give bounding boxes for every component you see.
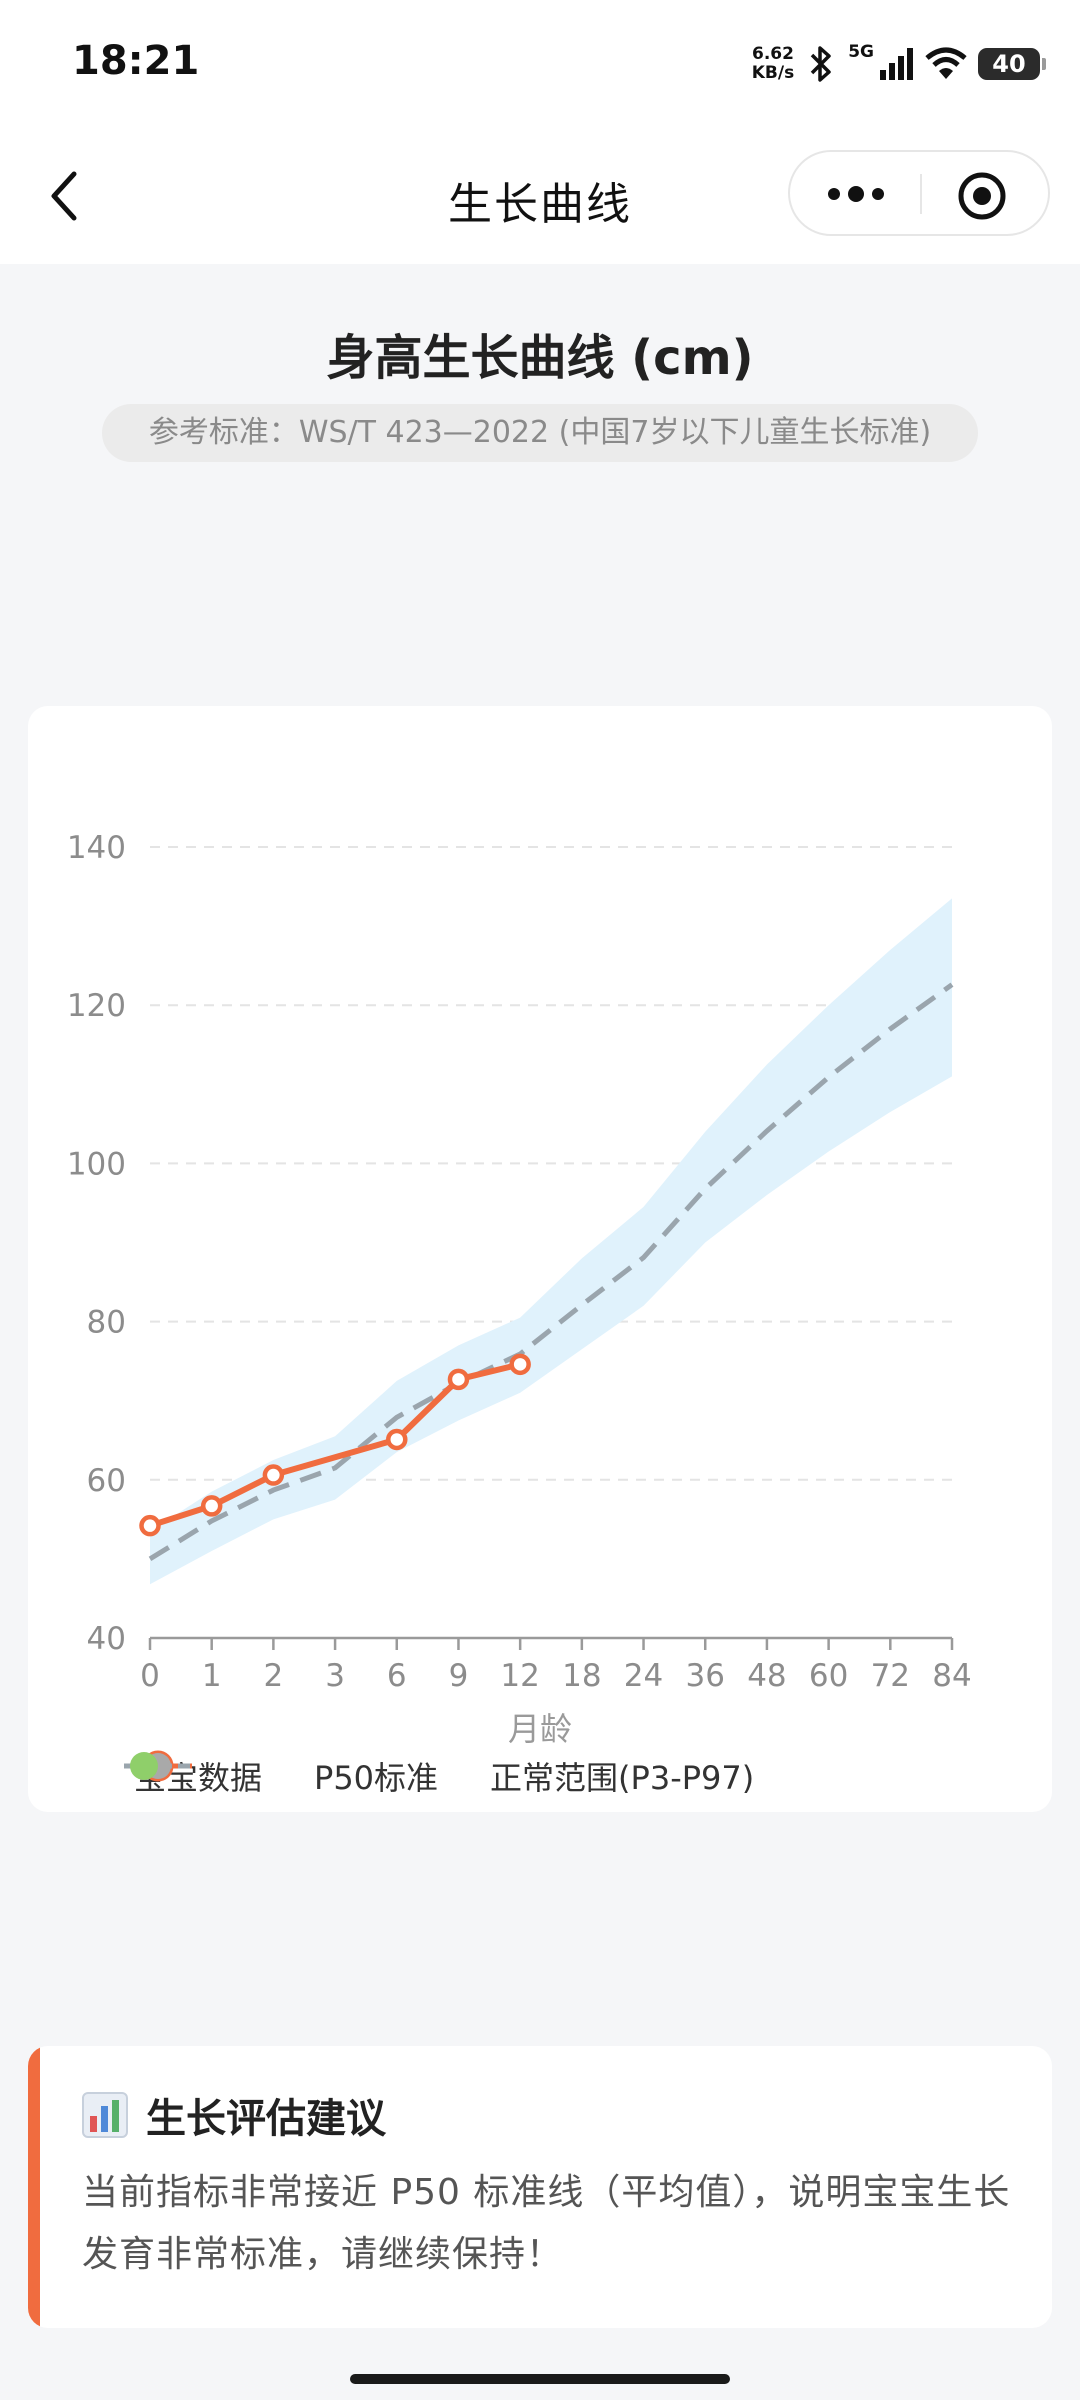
advice-text: 当前指标非常接近 P50 标准线（平均值），说明宝宝生长发育非常标准，请继续保持… bbox=[82, 2172, 1011, 2275]
net-speed-unit: KB/s bbox=[751, 63, 795, 83]
chart-card: 40 60 80 100 120 140 0 1 2 3 6 9 12 18 24 36 48 60 72 84 月龄… bbox=[28, 706, 1052, 1812]
y-tick-label: 100 bbox=[67, 1146, 126, 1182]
x-tick-label: 1 bbox=[202, 1658, 222, 1694]
legend-label-range: 正常范围(P3-P97) bbox=[490, 1759, 755, 1797]
target-circle-icon bbox=[958, 172, 1006, 220]
x-tick-label: 18 bbox=[562, 1658, 601, 1694]
x-tick-label: 48 bbox=[747, 1658, 786, 1694]
y-tick-label: 80 bbox=[87, 1305, 126, 1341]
x-tick-label: 12 bbox=[500, 1658, 539, 1694]
x-tick-label: 9 bbox=[449, 1658, 469, 1694]
legend-item-range[interactable]: 正常范围(P3-P97) bbox=[130, 1752, 755, 1799]
net-speed: 6.62 KB/s bbox=[752, 45, 794, 83]
x-tick-label: 0 bbox=[140, 1658, 160, 1694]
normal-range-band bbox=[150, 898, 952, 1585]
y-tick-label: 40 bbox=[87, 1621, 126, 1657]
more-dots-icon bbox=[828, 186, 884, 202]
baby-data-point bbox=[509, 1353, 531, 1376]
y-tick-label: 140 bbox=[67, 830, 126, 866]
baby-data-point bbox=[200, 1495, 223, 1517]
capsule-divider bbox=[920, 174, 922, 214]
x-tick-label: 72 bbox=[871, 1658, 910, 1694]
chart-title: 身高生长曲线 (cm) bbox=[326, 330, 754, 386]
close-mini-program-button[interactable] bbox=[956, 170, 1008, 222]
legend-item-p50[interactable]: P50标准 bbox=[124, 1753, 439, 1799]
x-tick-label: 6 bbox=[387, 1658, 407, 1694]
x-axis-label: 月龄 bbox=[507, 1710, 572, 1748]
status-icons: 6.62 KB/s 5G 40 bbox=[752, 36, 1046, 92]
net-speed-value: 6.62 bbox=[751, 44, 794, 64]
status-bar: 18:21 6.62 KB/s 5G 40 bbox=[0, 0, 1080, 128]
baby-data-point bbox=[386, 1428, 408, 1451]
x-tick-label: 3 bbox=[325, 1658, 345, 1694]
page-title: 生长曲线 bbox=[448, 179, 632, 230]
chevron-left-icon bbox=[51, 171, 77, 221]
legend-label-p50: P50标准 bbox=[314, 1759, 439, 1797]
more-button[interactable] bbox=[820, 172, 900, 216]
signal-icon bbox=[880, 48, 913, 80]
battery-icon: 40 bbox=[978, 48, 1046, 80]
bluetooth-icon bbox=[810, 46, 831, 82]
advice-accent-bar bbox=[28, 2046, 40, 2328]
baby-data-point bbox=[139, 1514, 161, 1537]
home-indicator[interactable] bbox=[350, 2374, 730, 2384]
chart-legend: 宝宝数据 P50标准 正常范围(P3-P97) bbox=[122, 1746, 794, 1806]
y-tick-label: 120 bbox=[67, 988, 126, 1024]
advice-card: 生长评估建议 当前指标非常接近 P50 标准线（平均值），说明宝宝生长发育非常标… bbox=[28, 2046, 1052, 2328]
reference-standard: 参考标准：WS/T 423—2022 (中国7岁以下儿童生长标准) bbox=[102, 404, 978, 462]
nav-bar: 生长曲线 bbox=[0, 128, 1080, 264]
wifi-icon bbox=[925, 47, 967, 79]
advice-title: 生长评估建议 bbox=[146, 2096, 386, 2142]
baby-data-point bbox=[447, 1368, 470, 1391]
bar-chart-icon bbox=[82, 2092, 128, 2138]
x-tick-label: 36 bbox=[686, 1658, 725, 1694]
status-time: 18:21 bbox=[72, 38, 200, 84]
p50-line bbox=[148, 982, 954, 1562]
y-tick-label: 60 bbox=[87, 1463, 126, 1499]
network-type: 5G bbox=[848, 42, 874, 62]
x-tick-label: 24 bbox=[624, 1658, 663, 1694]
x-tick-label: 2 bbox=[264, 1658, 284, 1694]
baby-data-point bbox=[262, 1464, 285, 1486]
x-tick-label: 60 bbox=[809, 1658, 848, 1694]
x-tick-label: 84 bbox=[932, 1658, 971, 1694]
mini-program-capsule bbox=[788, 150, 1050, 236]
legend-range-marker bbox=[130, 1752, 158, 1780]
back-button[interactable] bbox=[40, 164, 96, 228]
